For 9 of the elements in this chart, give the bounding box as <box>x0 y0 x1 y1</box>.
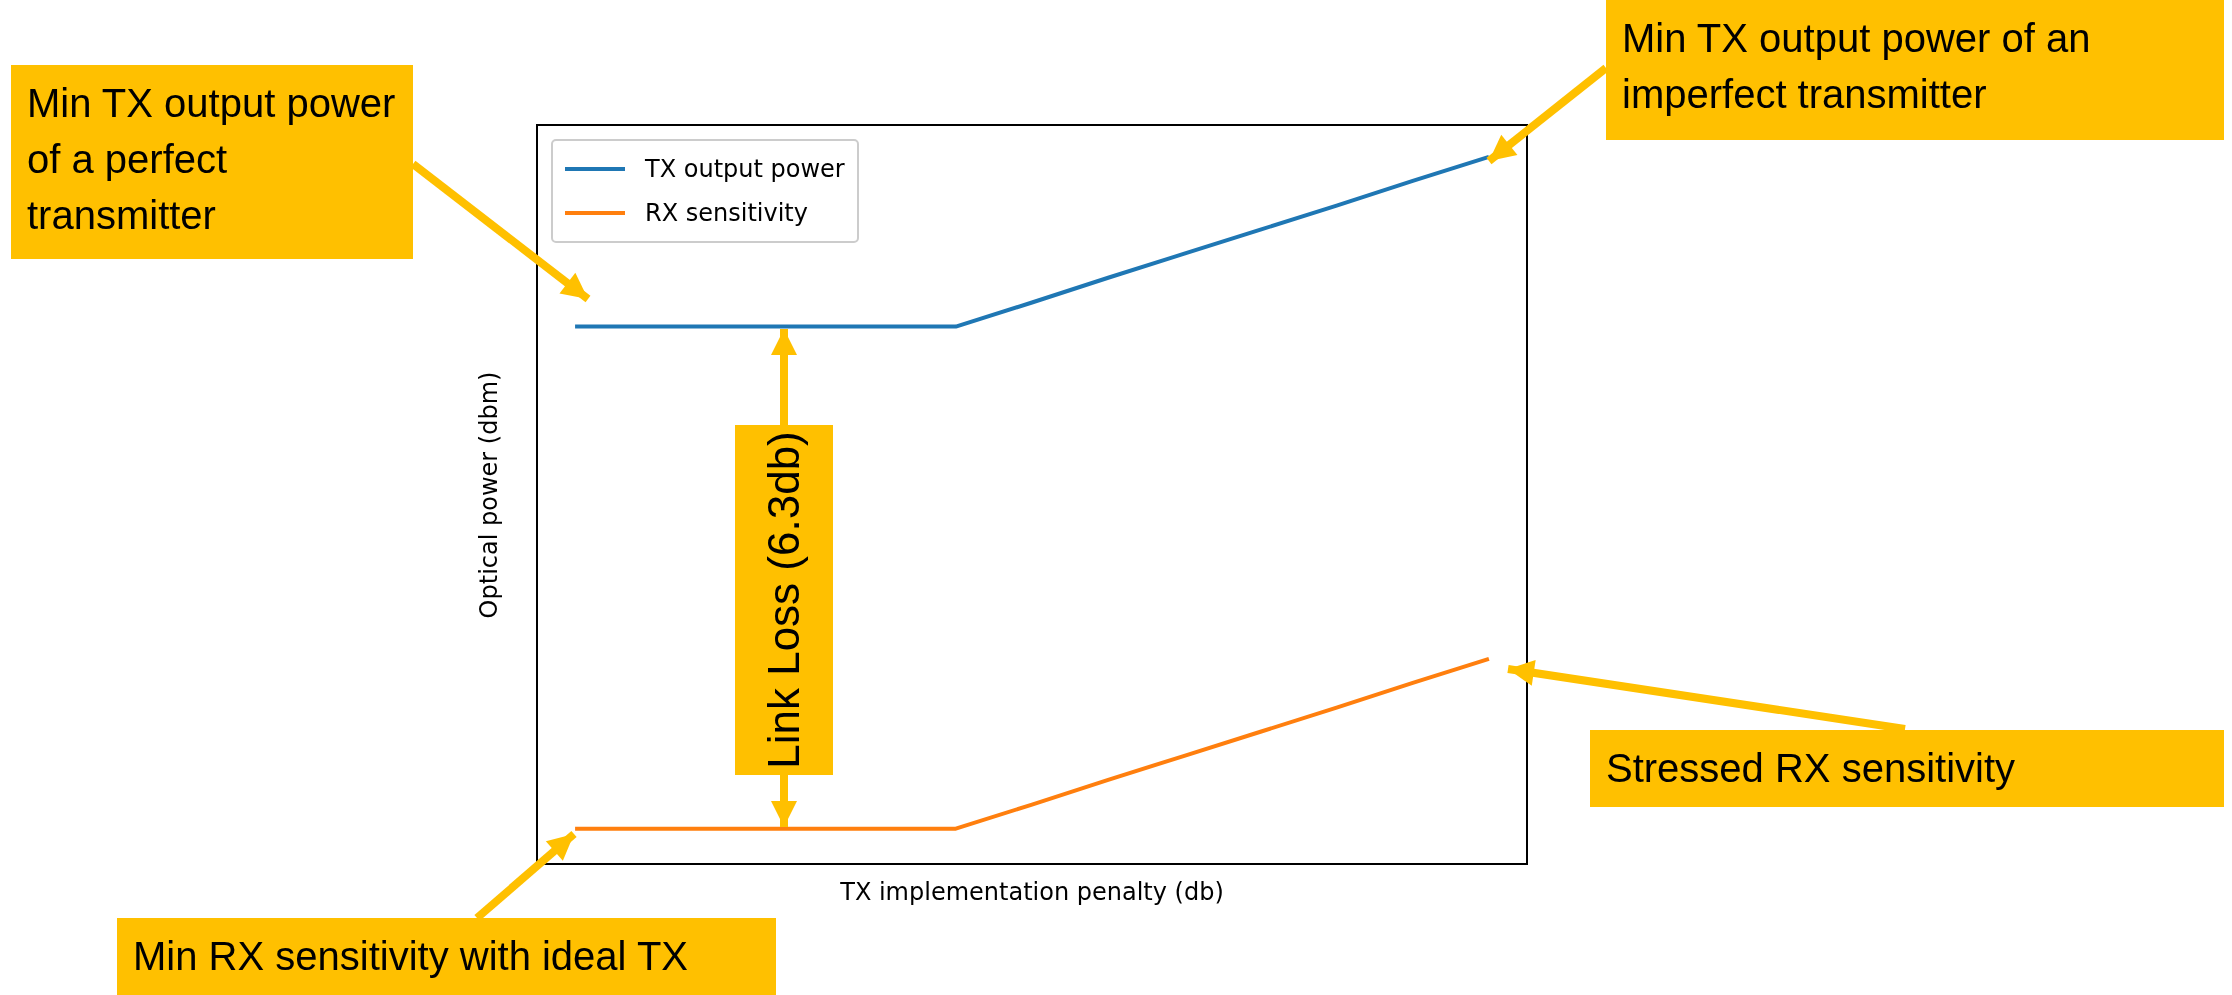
x-axis-title: TX implementation penalty (db) <box>839 878 1225 906</box>
y-axis-title: Optical power (dbm) <box>474 370 504 620</box>
legend-label: RX sensitivity <box>645 199 808 227</box>
text: Stressed RX sensitivity <box>1590 730 2224 806</box>
text: Min RX sensitivity with ideal TX <box>117 918 776 994</box>
legend-label: TX output power <box>645 155 845 183</box>
annotation: Link Loss (6.3db) <box>735 425 833 775</box>
text: Min TX output power of an imperfect transmitter <box>1621 15 2092 118</box>
text: Min TX output power of a perfect transmitter <box>26 80 397 239</box>
